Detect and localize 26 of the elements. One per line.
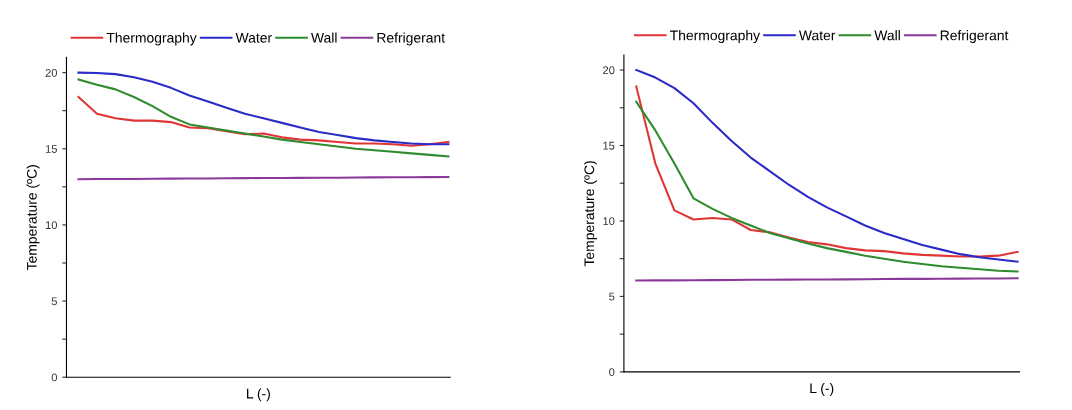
legend-label: Water [798,30,836,41]
line-series [635,100,1019,273]
legend-label: Wall [874,30,900,41]
x-axis-title: L (-) [247,388,270,402]
legend-label: Refrigerant [377,32,445,46]
y-tick-label: 15 [603,141,615,150]
line-series [77,78,450,158]
y-axis-title: Temperature (ºC) [584,161,597,267]
y-tick-label: 0 [609,368,615,377]
y-tick-label: 20 [603,66,615,75]
line-series [77,71,450,146]
legend-label: Refrigerant [940,30,1009,44]
legend-label: Thermography [106,32,197,46]
x-axis-title: L (-) [810,382,834,396]
y-tick-label: 10 [45,221,57,230]
y-axis-title: Temperature (ºC) [26,165,40,271]
y-tick-label: 15 [45,145,57,153]
y-tick-label: 10 [603,217,615,226]
y-tick-label: 20 [45,68,57,77]
line-series [77,95,450,147]
legend-label: Water [235,33,272,43]
y-tick-label: 5 [51,297,57,306]
y-tick-label: 0 [51,373,57,382]
legend-label: Wall [311,32,337,43]
legend-label: Thermography [670,30,760,44]
y-tick-label: 5 [609,292,615,301]
